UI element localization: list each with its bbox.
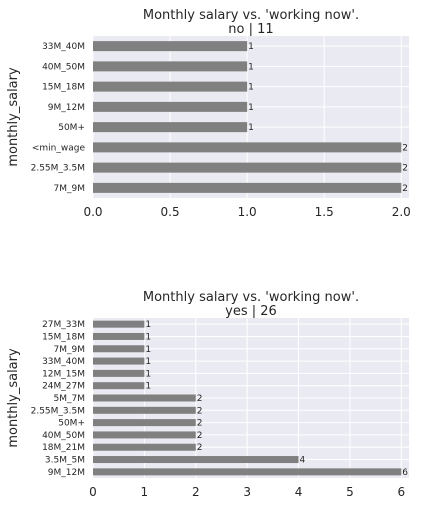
y-tick-label: 50M+ (58, 419, 85, 429)
subplot-2: Monthly salary vs. 'working now'.yes | 2… (6, 290, 409, 499)
x-tick-label: 1 (141, 485, 149, 499)
chart-subtitle: yes | 26 (225, 304, 277, 319)
data-label: 2 (197, 419, 203, 429)
x-tick-label: 1.5 (315, 205, 334, 219)
data-label: 1 (248, 83, 254, 93)
bar (93, 369, 145, 377)
x-tick-label: 1.0 (238, 205, 257, 219)
bar (93, 468, 402, 476)
plot-area (93, 36, 409, 198)
bar (93, 345, 145, 353)
data-label: 2 (197, 394, 203, 404)
x-tick-label: 6 (397, 485, 405, 499)
y-tick-label: 12M_15M (42, 369, 85, 379)
bar (93, 332, 145, 340)
x-tick-label: 0.0 (83, 205, 102, 219)
y-tick-label: 9M_12M (48, 103, 85, 113)
bar (93, 162, 402, 173)
bar (93, 81, 248, 92)
y-tick-label: 15M_18M (42, 83, 85, 93)
chart-title: Monthly salary vs. 'working now'. (143, 290, 359, 305)
y-tick-label: 33M_40M (42, 357, 85, 367)
y-tick-label: 2.55M_3.5M (31, 164, 85, 174)
x-tick-label: 3 (243, 485, 251, 499)
data-label: 1 (248, 103, 254, 113)
data-label: 2 (197, 443, 203, 453)
data-label: 1 (145, 382, 151, 392)
bar (93, 41, 248, 52)
y-tick-label: 15M_18M (42, 332, 85, 342)
data-label: 2 (402, 184, 408, 194)
bar (93, 101, 248, 112)
y-axis-label: monthly_salary (6, 67, 21, 167)
x-tick-label: 2 (192, 485, 200, 499)
y-tick-label: 50M+ (58, 123, 85, 133)
data-label: 1 (145, 357, 151, 367)
y-axis-label: monthly_salary (6, 348, 21, 448)
y-tick-label: 5M_7M (54, 394, 85, 404)
data-label: 1 (145, 369, 151, 379)
data-label: 1 (145, 345, 151, 355)
y-tick-label: 40M_50M (42, 431, 85, 441)
bar (93, 382, 145, 390)
y-tick-label: 7M_9M (54, 345, 85, 355)
bar (93, 431, 196, 439)
x-tick-label: 0 (89, 485, 97, 499)
y-tick-label: 40M_50M (42, 62, 85, 72)
bar (93, 122, 248, 133)
y-tick-label: 33M_40M (42, 42, 85, 52)
x-tick-label: 0.5 (161, 205, 180, 219)
y-tick-label: 24M_27M (42, 382, 85, 392)
bar (93, 357, 145, 365)
bar (93, 142, 402, 153)
data-label: 1 (145, 320, 151, 330)
y-tick-label: <min_wage (32, 143, 86, 153)
data-label: 2 (402, 143, 408, 153)
bar (93, 456, 299, 464)
data-label: 1 (248, 123, 254, 133)
bar (93, 406, 196, 414)
subplot-1: Monthly salary vs. 'working now'.no | 11… (6, 8, 411, 219)
x-tick-label: 5 (346, 485, 354, 499)
y-tick-label: 18M_21M (42, 443, 85, 453)
data-label: 2 (402, 164, 408, 174)
data-label: 4 (300, 456, 306, 466)
y-tick-label: 2.55M_3.5M (31, 406, 85, 416)
y-tick-label: 27M_33M (42, 320, 85, 330)
data-label: 1 (145, 332, 151, 342)
bar (93, 320, 145, 328)
data-label: 1 (248, 42, 254, 52)
bar (93, 394, 196, 402)
bar (93, 419, 196, 427)
x-tick-label: 4 (295, 485, 303, 499)
y-tick-label: 3.5M_5M (45, 456, 85, 466)
y-tick-label: 7M_9M (54, 184, 85, 194)
chart-subtitle: no | 11 (228, 22, 273, 37)
y-tick-label: 9M_12M (48, 468, 85, 478)
bar (93, 182, 402, 193)
chart-title: Monthly salary vs. 'working now'. (143, 8, 359, 23)
x-tick-label: 2.0 (392, 205, 411, 219)
bar (93, 61, 248, 72)
data-label: 2 (197, 406, 203, 416)
bar (93, 443, 196, 451)
data-label: 6 (402, 468, 408, 478)
data-label: 1 (248, 62, 254, 72)
data-label: 2 (197, 431, 203, 441)
